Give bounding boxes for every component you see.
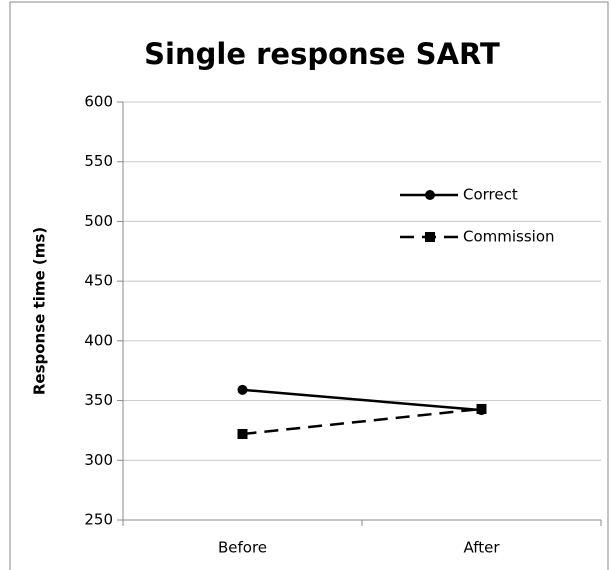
y-tick-label: 250 [84,511,113,529]
legend-label: Correct [463,186,518,204]
y-axis-label: Response time (ms) [31,227,49,395]
y-tick-label: 600 [84,93,113,111]
series-line [242,388,482,412]
chart-border [9,1,609,570]
series-line [242,407,482,436]
y-tick-label: 450 [84,272,113,290]
legend-marker [425,190,435,200]
legend-marker [425,232,435,242]
chart-title: Single response SART [144,37,500,71]
y-tick-label: 500 [84,212,113,230]
data-point [476,403,487,414]
data-point [237,384,248,395]
y-tick-label: 550 [84,152,113,170]
x-tick-label: Before [218,539,267,557]
y-tick-label: 350 [84,391,113,409]
legend-label: Commission [463,228,555,246]
y-tick-label: 300 [84,451,113,469]
data-point [237,429,248,440]
x-tick-label: After [463,539,500,557]
y-tick-label: 400 [84,331,113,349]
